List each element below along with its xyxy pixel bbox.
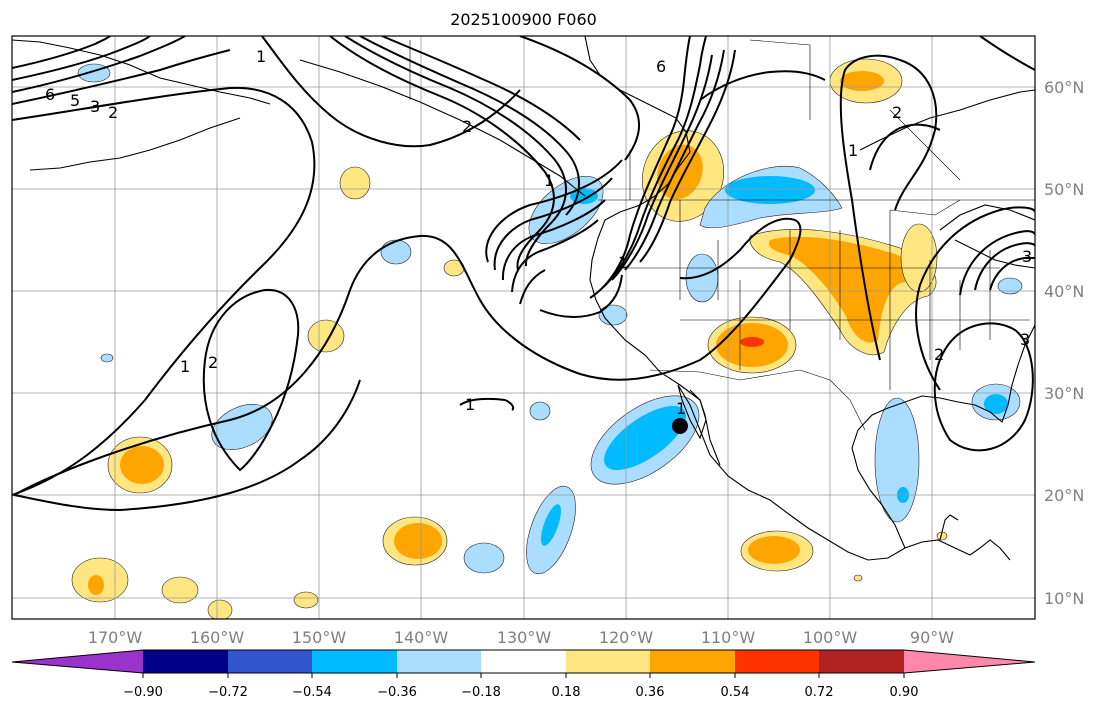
positive-anomaly-core (394, 523, 442, 559)
positive-anomaly-core (769, 236, 914, 343)
negative-anomaly-area (874, 397, 920, 523)
contour-label: 1 (618, 253, 628, 272)
contour-label: 6 (45, 85, 55, 104)
latitude-labels: 60°N 50°N 40°N 30°N 20°N 10°N (1044, 78, 1084, 608)
map-frame (11, 35, 1036, 620)
negative-anomaly-core (604, 405, 686, 471)
lon-tick-label: 110°W (701, 628, 756, 647)
negative-anomaly-area (211, 404, 273, 450)
lat-tick-label: 40°N (1044, 282, 1084, 301)
lat-tick-label: 10°N (1044, 589, 1084, 608)
lat-tick-label: 60°N (1044, 78, 1084, 97)
positive-anomaly-area (853, 574, 863, 582)
colorbar-tick-label: −0.72 (208, 685, 248, 700)
colorbar-segment (481, 650, 566, 673)
positive-anomaly-core (748, 536, 800, 564)
graticule (12, 36, 1035, 619)
negative-anomaly-area (997, 277, 1023, 295)
contour-label: 1 (544, 171, 554, 190)
negative-anomaly-area (380, 239, 412, 265)
positive-anomaly-core (840, 71, 884, 91)
negative-anomaly-area (463, 542, 505, 574)
colorbar: −0.90 −0.72 −0.54 −0.36 −0.18 0.18 0.36 … (11, 649, 1036, 700)
lat-tick-label: 50°N (1044, 180, 1084, 199)
positive-anomaly-area (339, 166, 371, 200)
lon-tick-label: 150°W (292, 628, 347, 647)
colorbar-segment (650, 650, 735, 673)
colorbar-segment (566, 650, 650, 673)
longitude-labels: 170°W 160°W 150°W 140°W 130°W 120°W 110°… (88, 628, 954, 647)
contour-label: 2 (462, 117, 472, 136)
positive-anomaly-peak (740, 337, 764, 347)
contour-label: 2 (934, 345, 944, 364)
colorbar-tick-label: 0.90 (890, 685, 919, 700)
negative-anomaly-core (725, 176, 815, 204)
lon-tick-label: 170°W (88, 628, 143, 647)
contour-label: 1 (256, 47, 266, 66)
lon-tick-label: 130°W (497, 628, 552, 647)
lon-tick-label: 160°W (190, 628, 245, 647)
colorbar-segment (397, 650, 481, 673)
contour-label: 1 (465, 395, 475, 414)
colorbar-tick-label: −0.36 (377, 685, 417, 700)
colorbar-tick-label: 0.54 (721, 685, 750, 700)
positive-anomaly-core (120, 446, 164, 484)
positive-anomaly-core (88, 575, 104, 595)
negative-anomaly-core (984, 394, 1008, 414)
contour-label: 2 (108, 103, 118, 122)
negative-anomaly-area (529, 401, 551, 421)
lon-tick-label: 90°W (910, 628, 954, 647)
lon-tick-label: 120°W (599, 628, 654, 647)
contour-label: 1 (848, 141, 858, 160)
contour-label: 3 (1020, 330, 1030, 349)
positive-anomaly-area (293, 591, 319, 609)
map-panel: 6 5 3 2 1 2 1 1 2 1 6 1 1 2 3 2 3 1 (12, 36, 1035, 619)
negative-anomaly-area (100, 353, 114, 363)
positive-anomaly-area (207, 599, 233, 619)
colorbar-tick-label: −0.54 (292, 685, 332, 700)
colorbar-segment (143, 650, 228, 673)
negative-anomaly-core (541, 504, 561, 546)
contour-label: 6 (656, 57, 666, 76)
colorbar-segment (312, 650, 397, 673)
contour-label: 1 (180, 357, 190, 376)
colorbar-tick-label: 0.18 (552, 685, 581, 700)
contour-labels: 6 5 3 2 1 2 1 1 2 1 6 1 1 2 3 2 3 1 (45, 47, 1032, 418)
lat-tick-label: 30°N (1044, 384, 1084, 403)
colorbar-segment (735, 650, 819, 673)
colorbar-extend-min (12, 650, 143, 673)
colorbar-tick-label: 0.36 (636, 685, 665, 700)
lon-tick-label: 100°W (803, 628, 858, 647)
negative-anomaly-area (598, 304, 628, 326)
positive-anomaly-area (307, 319, 345, 353)
lat-tick-label: 20°N (1044, 486, 1084, 505)
colorbar-tick-label: 0.72 (805, 685, 834, 700)
contour-label: 2 (892, 103, 902, 122)
colorbar-extend-max (904, 650, 1035, 673)
colorbar-tick-label: −0.18 (461, 685, 501, 700)
map-title: 2025100900 F060 (450, 10, 597, 29)
contour-lines (12, 36, 1035, 512)
negative-anomaly-core (570, 188, 598, 204)
positive-anomaly-area (161, 576, 199, 604)
colorbar-ticks (142, 673, 905, 678)
colorbar-segment (819, 650, 904, 673)
storm-center-marker (672, 418, 688, 434)
contour-label: 3 (1022, 247, 1032, 266)
contour-label: 5 (70, 91, 80, 110)
coastlines (12, 36, 1035, 561)
contour-label: 1 (676, 399, 686, 418)
lon-tick-label: 140°W (394, 628, 449, 647)
contour-label: 2 (208, 353, 218, 372)
colorbar-segment (228, 650, 312, 673)
contour-label: 3 (90, 97, 100, 116)
colorbar-tick-label: −0.90 (123, 685, 163, 700)
